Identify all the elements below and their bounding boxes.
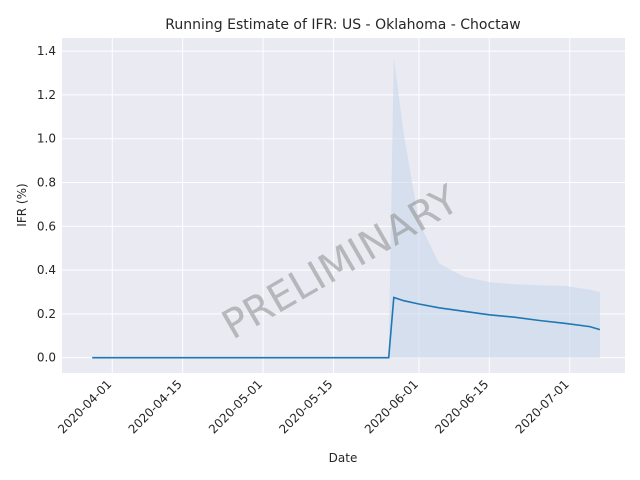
chart-title: Running Estimate of IFR: US - Oklahoma -… [165,17,520,33]
grid [62,38,625,373]
y-tick-label: 0.0 [37,351,56,365]
x-tick-label: 2020-05-15 [276,377,335,436]
y-tick-label: 1.4 [37,44,56,58]
y-tick-label: 0.6 [37,219,56,233]
x-tick-label: 2020-04-01 [55,377,114,436]
y-tick-labels: 0.0 0.2 0.4 0.6 0.8 1.0 1.2 1.4 [37,44,56,365]
y-tick-label: 0.8 [37,176,56,190]
x-tick-label: 2020-06-01 [362,377,421,436]
x-tick-labels: 2020-04-01 2020-04-15 2020-05-01 2020-05-15… [55,377,572,436]
y-tick-label: 0.2 [37,307,56,321]
x-axis-label: Date [329,451,358,465]
x-tick-label: 2020-04-15 [126,377,185,436]
y-tick-label: 1.2 [37,88,56,102]
x-tick-label: 2020-06-15 [432,377,491,436]
y-axis-label: IFR (%) [15,183,29,226]
y-tick-label: 1.0 [37,132,56,146]
x-tick-label: 2020-05-01 [206,377,265,436]
x-tick-label: 2020-07-01 [513,377,572,436]
confidence-band [92,57,600,358]
y-tick-label: 0.4 [37,263,56,277]
ifr-line [92,296,601,359]
